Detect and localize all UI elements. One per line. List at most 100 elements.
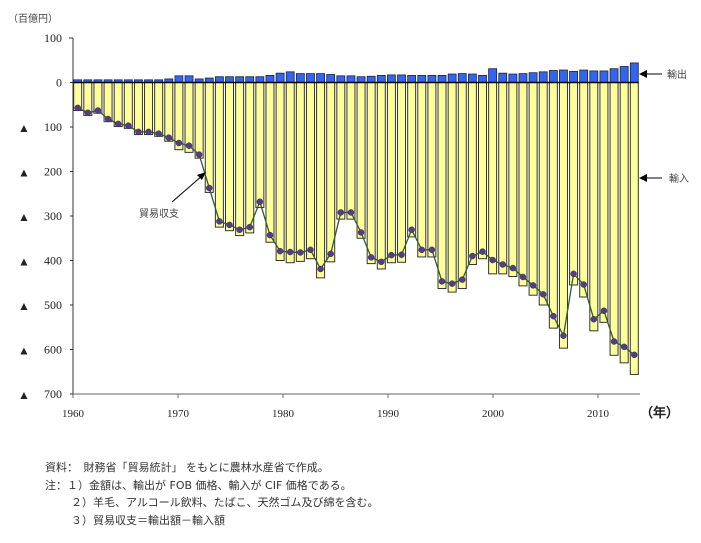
balance-point	[286, 248, 294, 256]
balance-point	[246, 223, 253, 231]
import-bar	[336, 82, 346, 220]
balance-point	[347, 209, 355, 216]
import-bar	[518, 82, 528, 287]
balance-point	[94, 107, 102, 114]
import-bar	[214, 82, 224, 228]
x-tick-label: 2010	[587, 408, 610, 420]
import-bar	[326, 82, 336, 263]
export-bar	[629, 62, 639, 83]
import-bar	[225, 82, 234, 232]
balance-point	[570, 270, 577, 278]
balance-point	[367, 254, 375, 261]
balance-point	[337, 209, 345, 216]
balance-point	[266, 231, 274, 239]
import-bar	[629, 82, 639, 375]
note-2: ２）羊毛、アルコール飲料、たばこ、天然ゴム及び綿を含む。	[71, 496, 379, 509]
export-label: 輸出	[667, 68, 687, 81]
y-tick-label: 0	[56, 76, 62, 90]
export-bar	[295, 73, 305, 83]
import-bar	[609, 82, 619, 356]
import-bar	[133, 82, 143, 136]
import-bar	[174, 82, 184, 151]
balance-point	[600, 307, 608, 315]
x-tick-label: 1990	[377, 408, 400, 420]
balance-annotation: 貿易収支	[139, 172, 206, 220]
export-bar	[366, 75, 376, 83]
import-bar	[144, 82, 154, 136]
import-arrow-icon	[639, 174, 647, 182]
export-bar	[478, 74, 487, 83]
export-bar	[538, 71, 548, 83]
negative-marker-icon: ▲	[18, 344, 30, 358]
export-bar	[255, 76, 265, 83]
export-bar	[417, 74, 427, 83]
balance-point	[408, 226, 415, 234]
import-bar	[457, 82, 467, 290]
import-bar	[376, 82, 386, 270]
balance-point	[580, 281, 587, 288]
import-annotation: 輸入	[639, 172, 689, 185]
negative-marker-icon: ▲	[18, 121, 30, 135]
export-bar	[498, 72, 508, 83]
import-bar	[346, 82, 356, 220]
export-bar	[548, 70, 558, 83]
negative-marker-icon: ▲	[18, 166, 30, 180]
import-bar	[113, 82, 123, 128]
balance-point	[610, 338, 618, 345]
balance-point	[165, 134, 173, 141]
x-tick-label: 1980	[272, 408, 295, 420]
balance-point	[226, 221, 233, 229]
export-bar	[245, 76, 255, 83]
export-annotation: 輸出	[639, 68, 687, 81]
export-bar	[437, 74, 447, 83]
y-tick-label: 100	[44, 31, 62, 45]
balance-point	[479, 248, 486, 255]
balance-point	[307, 246, 314, 254]
export-bar	[326, 74, 336, 83]
balance-point	[84, 109, 92, 117]
export-bar	[214, 76, 224, 83]
balance-point	[469, 252, 476, 260]
y-axis-ticks: 100 0 100 ▲ 200 ▲ 300 ▲ 400 ▲ 500 ▲ 600 ▲ 700 ▲	[18, 31, 73, 402]
import-bar	[154, 82, 164, 137]
export-bar	[508, 73, 518, 83]
import-bar	[204, 82, 214, 193]
import-bar	[407, 82, 417, 238]
balance-point	[499, 261, 506, 268]
y-tick-label: 500	[44, 298, 62, 312]
import-bar	[579, 82, 589, 298]
export-bar	[336, 75, 346, 83]
export-bar	[275, 72, 285, 83]
import-bar	[478, 82, 487, 260]
y-tick-label: 700	[44, 387, 62, 401]
unit-label: （百億円）	[8, 12, 58, 25]
note-3: ３）貿易収支＝輸出額－輸入額	[71, 513, 225, 527]
export-bar	[356, 76, 366, 83]
export-bar	[518, 73, 528, 83]
import-bar	[538, 82, 548, 306]
import-bar	[437, 82, 447, 290]
import-bar	[305, 82, 315, 260]
balance-point	[185, 142, 193, 149]
import-bar	[427, 82, 437, 258]
import-bar	[123, 82, 133, 129]
import-bar	[255, 82, 265, 209]
balance-point	[509, 264, 517, 272]
balance-point	[135, 128, 142, 136]
source-note: 資料： 財務省「貿易統計」 をもとに農林水産省で作成。	[45, 461, 329, 474]
y-tick-label: 600	[44, 343, 62, 357]
x-tick-label: 2000	[482, 408, 505, 420]
export-bar	[619, 66, 629, 83]
balance-point	[631, 351, 638, 359]
balance-point	[155, 130, 162, 137]
y-tick-label: 100	[44, 120, 62, 134]
balance-label: 貿易収支	[139, 208, 179, 220]
balance-point	[489, 256, 496, 264]
import-bar	[397, 82, 407, 263]
import-bar	[245, 82, 255, 234]
note-1: 注：１）金額は、輸出が FOB 価格、輸入が CIF 価格である。	[45, 478, 352, 492]
export-bar	[225, 76, 234, 83]
export-bar	[488, 68, 498, 83]
export-bar	[559, 69, 568, 83]
